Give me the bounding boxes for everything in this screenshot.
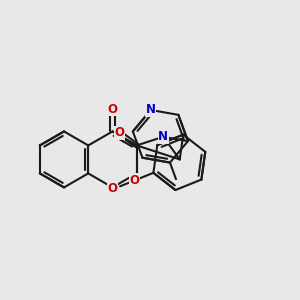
Text: O: O xyxy=(115,127,124,140)
Text: N: N xyxy=(146,103,156,116)
Text: O: O xyxy=(107,103,118,116)
Text: O: O xyxy=(129,174,139,187)
Text: O: O xyxy=(107,182,118,195)
Text: N: N xyxy=(158,130,168,143)
